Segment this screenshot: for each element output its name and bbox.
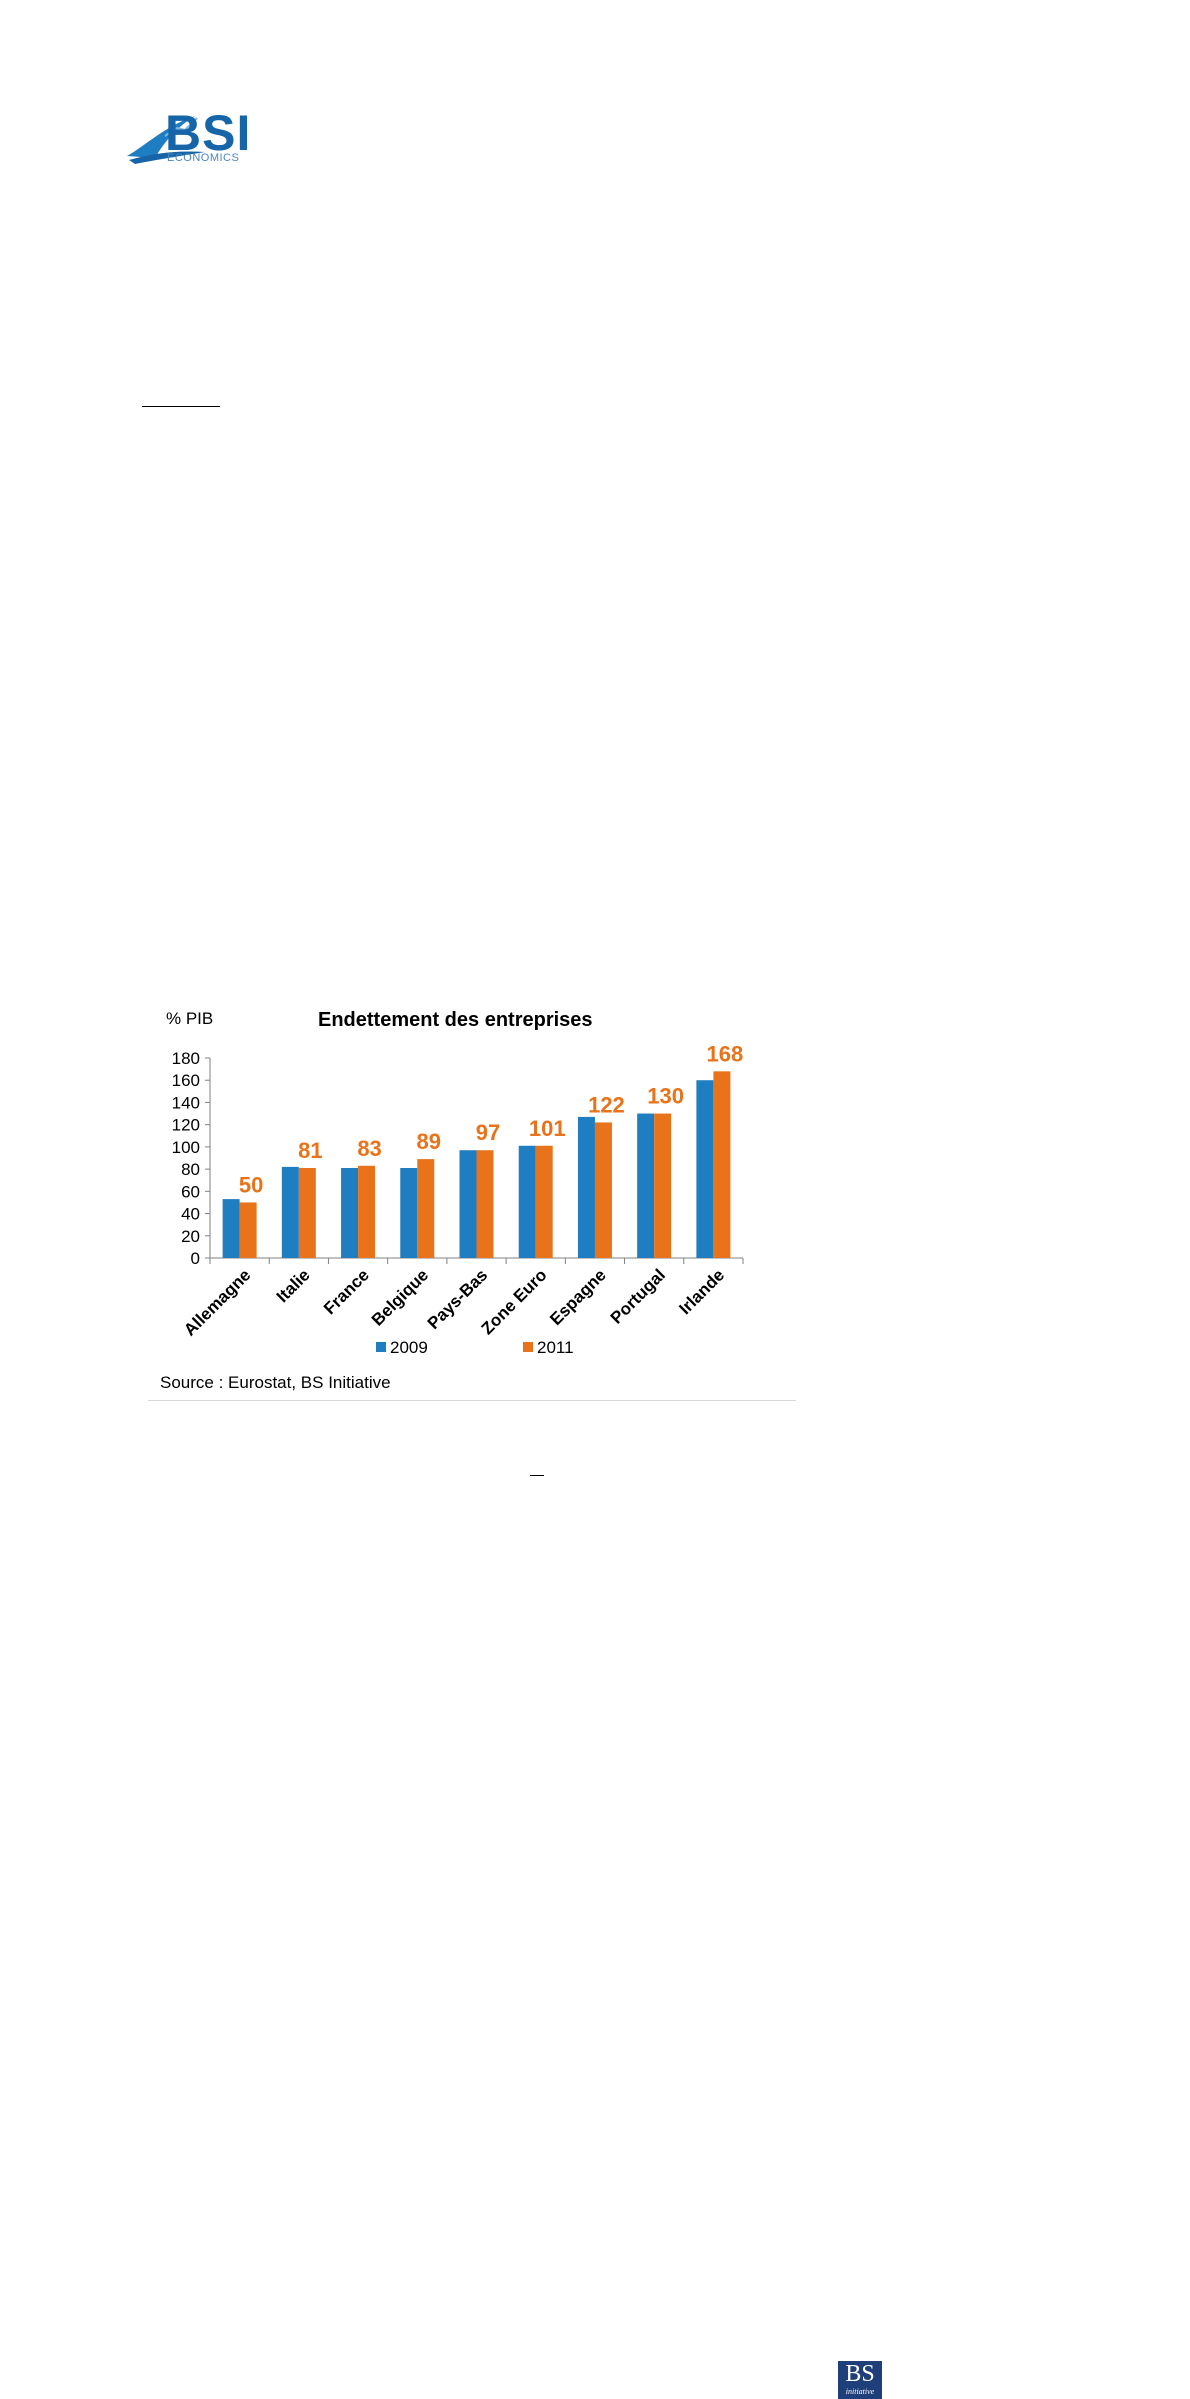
x-tick-label: Belgique	[368, 1265, 432, 1329]
y-tick-label: 80	[181, 1160, 200, 1179]
data-label: 97	[476, 1120, 500, 1145]
data-label: 101	[529, 1116, 566, 1141]
x-tick-label: Espagne	[546, 1265, 610, 1329]
bar-2009-allemagne	[222, 1199, 240, 1258]
bsi-logo-swoosh	[127, 116, 205, 164]
bar-chart: % PIB Endettement des entreprises 0 20 40 6…	[160, 1009, 744, 1392]
x-tick-label: France	[320, 1265, 373, 1318]
y-tick-label: 60	[181, 1182, 200, 1201]
source-note: Source : Eurostat, BS Initiative	[160, 1373, 391, 1392]
bs-initiative-logo: BS initiative	[838, 2361, 882, 2399]
y-tick-label: 120	[172, 1116, 200, 1135]
bar-2011-france	[358, 1165, 376, 1258]
bs-logo-sub: initiative	[845, 2387, 875, 2396]
bar-2009-france	[341, 1168, 359, 1258]
data-label: 89	[417, 1129, 441, 1154]
bar-2009-italie	[281, 1166, 299, 1258]
y-axis-label: % PIB	[166, 1009, 213, 1028]
bar-2009-espagne	[577, 1116, 595, 1258]
bar-2011-pays-bas	[476, 1150, 494, 1258]
legend-label-2009: 2009	[390, 1338, 428, 1357]
legend-swatch-2011	[523, 1342, 533, 1352]
logo-subtext: ECONOMICS	[167, 152, 240, 164]
page-footer-rule	[530, 1475, 544, 1476]
bar-2009-pays-bas	[459, 1150, 477, 1258]
chart-panel: % PIB Endettement des entreprises 0 20 40 6…	[148, 1000, 882, 2399]
x-tick-label: Portugal	[607, 1265, 669, 1327]
data-label: 130	[647, 1084, 684, 1109]
data-label: 122	[588, 1092, 625, 1117]
y-tick-label: 140	[172, 1093, 200, 1112]
bar-2011-portugal	[654, 1113, 672, 1258]
y-tick-labels: 0 20 40 60 80 100 120 140 160 180	[172, 1049, 200, 1268]
bar-2011-allemagne	[239, 1202, 257, 1258]
legend-label-2011: 2011	[537, 1338, 574, 1357]
bs-logo-main: BS	[845, 2361, 875, 2387]
data-label: 168	[707, 1041, 744, 1066]
bar-2011-italie	[298, 1168, 316, 1258]
data-labels: 50 81 83 89 97 101 122 130 168	[239, 1041, 743, 1197]
y-tick-label: 0	[191, 1249, 200, 1268]
horizontal-rule	[142, 406, 220, 407]
data-label: 83	[357, 1136, 381, 1161]
bar-2009-portugal	[637, 1113, 655, 1258]
chart-title: Endettement des entreprises	[318, 1009, 593, 1031]
x-tick-label: Allemagne	[180, 1265, 254, 1339]
x-tick-labels: Allemagne Italie FranceBelgiquePays-BasZon…	[180, 1265, 728, 1339]
bar-2011-irlande	[713, 1071, 731, 1258]
data-label: 50	[239, 1172, 263, 1197]
legend: 2009 2011	[376, 1338, 574, 1357]
bar-2011-zone-euro	[535, 1145, 553, 1258]
bar-2009-irlande	[696, 1080, 714, 1258]
logo-text: BSI	[165, 105, 252, 161]
legend-swatch-2009	[376, 1342, 386, 1352]
x-tick-label: Italie	[273, 1265, 314, 1306]
bar-2011-belgique	[417, 1159, 435, 1258]
y-tick-label: 180	[172, 1049, 200, 1068]
y-tick-label: 160	[172, 1071, 200, 1090]
x-tick-label: Irlande	[675, 1265, 728, 1318]
bar-2011-espagne	[594, 1122, 612, 1258]
bar-2009-belgique	[400, 1168, 418, 1258]
y-tick-label: 20	[181, 1227, 200, 1246]
y-tick-label: 100	[172, 1138, 200, 1157]
bars	[222, 1071, 731, 1258]
y-tick-label: 40	[181, 1205, 200, 1224]
data-label: 81	[298, 1138, 322, 1163]
bar-2009-zone-euro	[518, 1145, 536, 1258]
